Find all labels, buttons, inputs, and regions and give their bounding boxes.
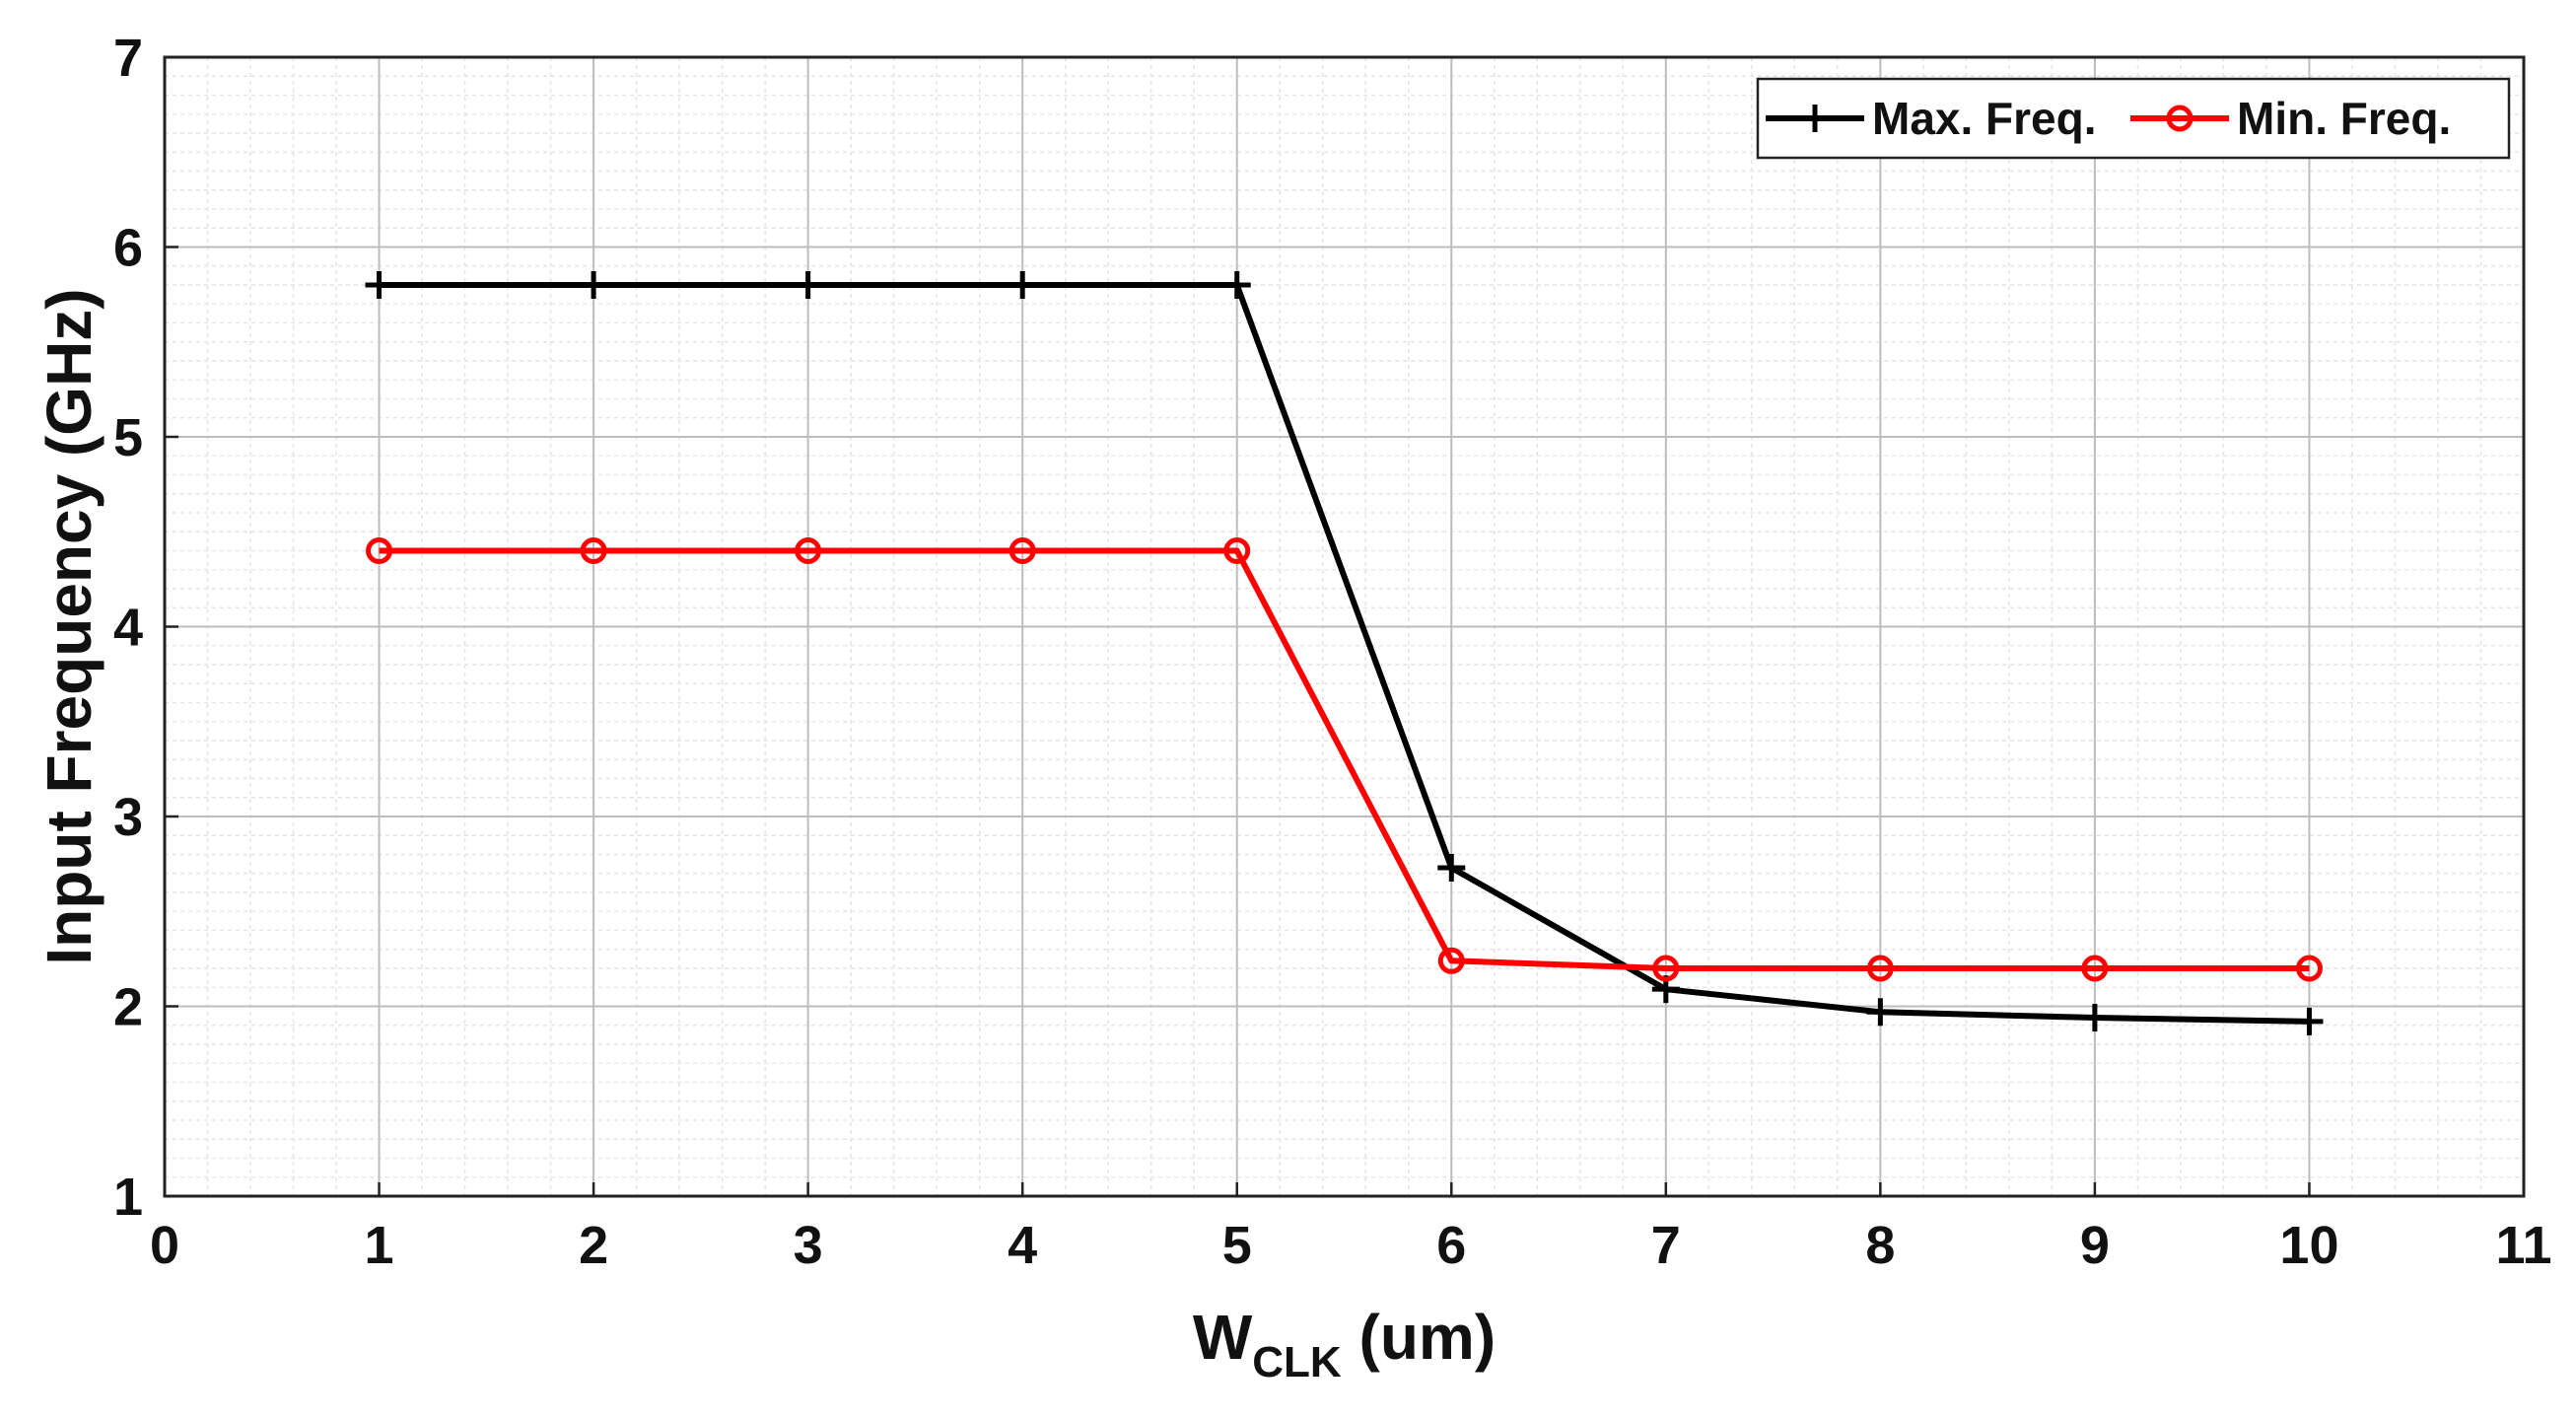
series-line — [379, 547, 2310, 971]
y-tick-label: 2 — [113, 978, 143, 1037]
data-point — [1652, 955, 1680, 982]
x-tick-label: 6 — [1436, 1216, 1466, 1275]
y-tick-label: 7 — [113, 29, 143, 88]
data-point — [794, 271, 822, 299]
data-point — [1223, 537, 1251, 564]
legend-item: Max. Freq. — [1766, 93, 2097, 144]
legend-marker — [1801, 105, 1829, 132]
x-tick-label: 3 — [794, 1216, 823, 1275]
data-point — [580, 271, 608, 299]
x-tick-label: 1 — [365, 1216, 394, 1275]
data-point — [1437, 853, 1466, 882]
data-point — [1009, 271, 1037, 299]
data-point — [795, 537, 822, 564]
data-point — [1222, 271, 1251, 299]
x-tick-label: 7 — [1651, 1216, 1681, 1275]
series-layer — [365, 271, 2324, 1035]
legend-marker — [2166, 105, 2193, 132]
data-point — [2295, 1007, 2324, 1035]
y-tick-label: 1 — [113, 1168, 143, 1227]
data-point — [2080, 1004, 2109, 1032]
y-axis-label: Input Frequency (GHz) — [34, 288, 104, 964]
x-tick-label: 10 — [2279, 1216, 2338, 1275]
y-tick-label: 5 — [113, 408, 143, 467]
x-tick-label: 5 — [1222, 1216, 1252, 1275]
legend-item: Min. Freq. — [2130, 93, 2451, 144]
data-point — [365, 271, 393, 299]
legend-label: Min. Freq. — [2237, 93, 2451, 144]
x-axis-label-main: W — [1193, 1302, 1253, 1373]
data-point — [1437, 947, 1465, 974]
data-point — [1009, 537, 1036, 564]
legend-label: Max. Freq. — [1872, 93, 2097, 144]
x-tick-label: 9 — [2080, 1216, 2110, 1275]
data-point — [1866, 998, 1895, 1027]
data-point — [366, 537, 393, 564]
x-tick-label: 0 — [150, 1216, 179, 1275]
y-tick-label: 4 — [113, 599, 143, 658]
x-axis-label-unit: (um) — [1342, 1302, 1496, 1373]
y-tick-label: 6 — [113, 219, 143, 278]
data-point — [1866, 955, 1894, 982]
x-axis-label: WCLK (um) — [1193, 1302, 1496, 1386]
series-line — [379, 282, 2310, 1025]
data-point — [580, 537, 607, 564]
legend: Max. Freq. Min. Freq. — [1756, 77, 2511, 160]
x-tick-label: 11 — [2495, 1216, 2551, 1275]
y-tick-label: 3 — [113, 788, 143, 847]
x-tick-label: 2 — [579, 1216, 608, 1275]
data-point — [2081, 955, 2109, 982]
x-tick-label: 4 — [1008, 1216, 1037, 1275]
x-tick-label: 8 — [1865, 1216, 1895, 1275]
x-axis-label-subscript: CLK — [1252, 1338, 1342, 1386]
data-point — [2295, 955, 2323, 982]
series-min-freq — [366, 537, 2323, 982]
series-max-freq — [365, 271, 2324, 1035]
